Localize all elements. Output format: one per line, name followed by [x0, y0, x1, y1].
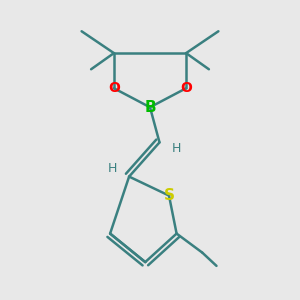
Text: H: H [107, 163, 117, 176]
Text: O: O [108, 81, 120, 95]
Text: S: S [164, 188, 175, 203]
Text: B: B [144, 100, 156, 115]
Text: O: O [180, 81, 192, 95]
Text: H: H [172, 142, 181, 154]
